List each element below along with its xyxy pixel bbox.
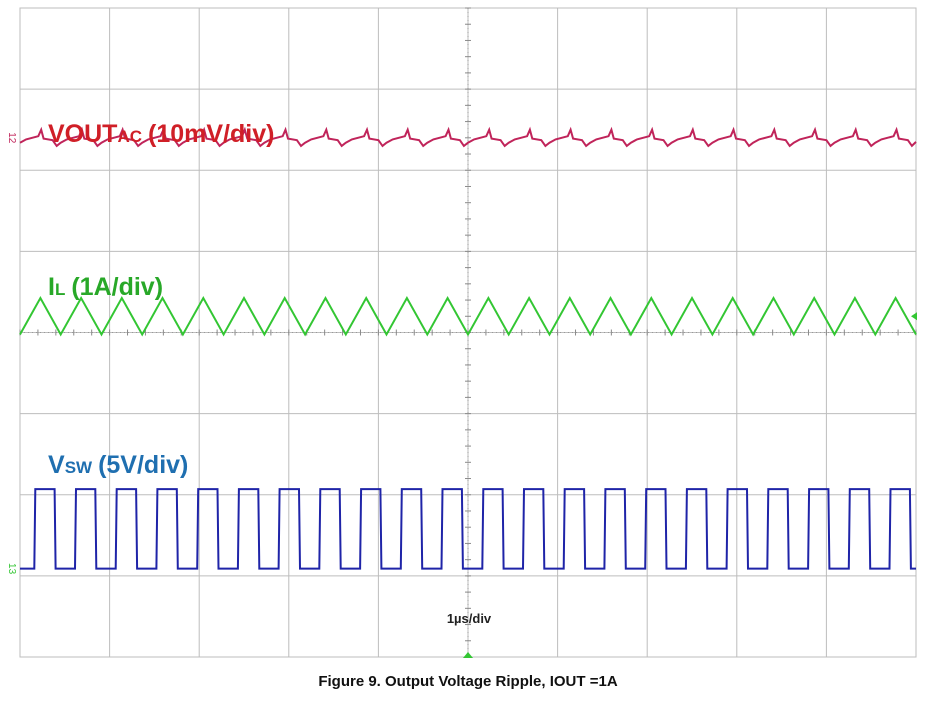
vsw-label: VSW (5V/div) — [48, 451, 188, 479]
vsw-channel-marker: 13 — [6, 563, 17, 575]
labels: VOUTAC (10mV/div) IL (1A/div) VSW (5V/div) — [48, 120, 274, 479]
trigger-marker — [463, 652, 473, 658]
traces: 12 13 — [6, 126, 917, 658]
vout-label-main: VOUT — [48, 120, 117, 148]
vsw-label-subscript: SW — [65, 458, 93, 477]
vout-channel-marker: 12 — [6, 132, 17, 144]
vout-label: VOUTAC (10mV/div) — [48, 120, 274, 148]
vsw-label-main: V — [48, 451, 65, 479]
vsw-trace — [20, 488, 916, 570]
il-label: IL (1A/div) — [48, 273, 163, 301]
vout-label-scale: (10mV/div) — [148, 120, 274, 148]
vout-trace — [19, 126, 917, 148]
il-label-main: I — [48, 273, 55, 301]
il-ground-marker — [911, 312, 917, 321]
time-scale-label: 1µs/div — [447, 611, 492, 626]
il-label-scale: (1A/div) — [71, 273, 163, 301]
vsw-label-scale: (5V/div) — [98, 451, 188, 479]
il-label-subscript: L — [55, 280, 65, 299]
figure-caption: Figure 9. Output Voltage Ripple, IOUT =1… — [318, 673, 618, 690]
vout-label-subscript: AC — [117, 127, 142, 146]
il-trace — [19, 295, 917, 337]
